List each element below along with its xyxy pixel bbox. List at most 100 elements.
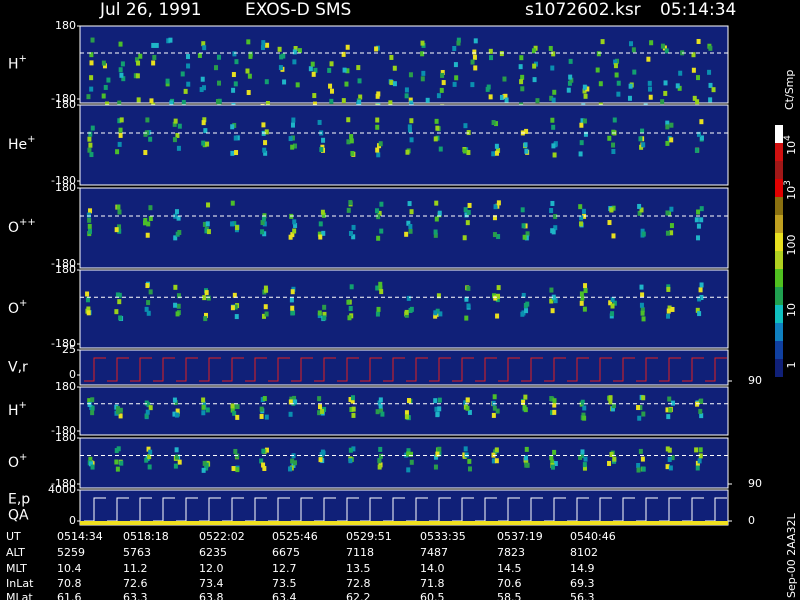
texture-cell bbox=[669, 122, 674, 128]
texture-cell bbox=[379, 407, 384, 413]
texture-cell bbox=[233, 448, 238, 454]
texture-cell bbox=[173, 463, 178, 469]
texture-cell bbox=[288, 399, 293, 405]
texture-cell bbox=[201, 140, 206, 146]
texture-cell bbox=[465, 397, 470, 403]
texture-cell bbox=[186, 63, 191, 69]
label-ion: O bbox=[8, 301, 19, 317]
texture-cell bbox=[172, 397, 177, 403]
panel-label: O+ bbox=[8, 298, 27, 317]
texture-cell bbox=[181, 99, 186, 105]
texture-cell bbox=[376, 235, 381, 241]
texture-cell bbox=[522, 234, 527, 240]
texture-cell bbox=[149, 98, 154, 104]
texture-cell bbox=[329, 98, 334, 104]
texture-cell bbox=[199, 87, 204, 93]
texture-cell bbox=[495, 297, 500, 303]
texture-cell bbox=[579, 215, 584, 221]
texture-cell bbox=[235, 467, 240, 473]
texture-cell bbox=[230, 150, 235, 156]
texture-cell bbox=[600, 39, 605, 45]
texture-cell bbox=[321, 230, 326, 236]
texture-cell bbox=[694, 147, 699, 153]
texture-cell bbox=[611, 149, 616, 155]
texture-cell bbox=[433, 398, 438, 404]
texture-cell bbox=[612, 300, 617, 306]
texture-cell bbox=[322, 304, 327, 310]
texture-cell bbox=[293, 222, 298, 228]
cell: 60.5 bbox=[420, 591, 445, 600]
texture-cell bbox=[86, 94, 91, 100]
texture-cell bbox=[696, 131, 701, 137]
texture-cell bbox=[166, 38, 171, 44]
texture-cell bbox=[378, 285, 383, 291]
texture-cell bbox=[281, 53, 286, 59]
texture-cell bbox=[263, 304, 268, 310]
texture-cell bbox=[201, 410, 206, 416]
texture-cell bbox=[87, 147, 92, 153]
texture-cell bbox=[377, 458, 382, 464]
texture-cell bbox=[201, 404, 206, 410]
texture-cell bbox=[235, 225, 240, 231]
texture-cell bbox=[318, 221, 323, 227]
texture-cell bbox=[583, 456, 588, 462]
colorbar-cell bbox=[775, 287, 783, 305]
texture-cell bbox=[260, 229, 265, 235]
texture-cell bbox=[437, 446, 442, 452]
texture-cell bbox=[637, 210, 642, 216]
texture-cell bbox=[169, 100, 174, 106]
texture-cell bbox=[89, 461, 94, 467]
texture-cell bbox=[350, 398, 355, 404]
texture-cell bbox=[265, 42, 270, 48]
texture-cell bbox=[549, 298, 554, 304]
texture-cell bbox=[235, 414, 240, 420]
texture-cell bbox=[377, 210, 382, 216]
texture-cell bbox=[697, 311, 702, 317]
texture-cell bbox=[351, 234, 356, 240]
texture-cell bbox=[230, 403, 235, 409]
texture-cell bbox=[186, 81, 191, 87]
texture-cell bbox=[660, 43, 665, 49]
panel-bg bbox=[79, 437, 729, 489]
cell: 61.6 bbox=[57, 591, 82, 600]
texture-cell bbox=[180, 71, 185, 77]
texture bbox=[87, 117, 704, 158]
texture-cell bbox=[349, 407, 354, 413]
label-ion: H bbox=[8, 57, 19, 73]
texture-cell bbox=[311, 71, 316, 77]
texture-cell bbox=[496, 147, 501, 153]
texture-cell bbox=[463, 207, 468, 213]
texture-cell bbox=[611, 129, 616, 135]
texture-cell bbox=[375, 147, 380, 153]
texture-cell bbox=[614, 72, 619, 78]
texture-cell bbox=[86, 310, 91, 316]
cell: 63.4 bbox=[272, 591, 297, 600]
texture-cell bbox=[548, 45, 553, 51]
texture-cell bbox=[553, 461, 558, 467]
texture-cell bbox=[523, 455, 528, 461]
texture bbox=[87, 394, 704, 421]
label-ion: V,r bbox=[8, 360, 28, 376]
texture-cell bbox=[438, 311, 443, 317]
texture-cell bbox=[201, 120, 206, 126]
cell: 0537:19 bbox=[497, 530, 543, 543]
texture-cell bbox=[699, 398, 704, 404]
texture-cell bbox=[616, 91, 621, 97]
texture-cell bbox=[379, 201, 384, 207]
texture-cell bbox=[708, 45, 713, 51]
texture-cell bbox=[148, 215, 153, 221]
texture-cell bbox=[322, 315, 327, 321]
texture-cell bbox=[232, 410, 237, 416]
texture-cell bbox=[494, 150, 499, 156]
cell: 7487 bbox=[420, 546, 448, 559]
texture-cell bbox=[608, 300, 613, 306]
texture-cell bbox=[628, 83, 633, 89]
texture-cell bbox=[434, 118, 439, 124]
texture-cell bbox=[466, 285, 471, 291]
texture-cell bbox=[206, 229, 211, 235]
texture-cell bbox=[437, 406, 442, 412]
texture-cell bbox=[549, 207, 554, 213]
texture-cell bbox=[473, 38, 478, 44]
texture-cell bbox=[375, 409, 380, 415]
texture-cell bbox=[551, 51, 556, 57]
